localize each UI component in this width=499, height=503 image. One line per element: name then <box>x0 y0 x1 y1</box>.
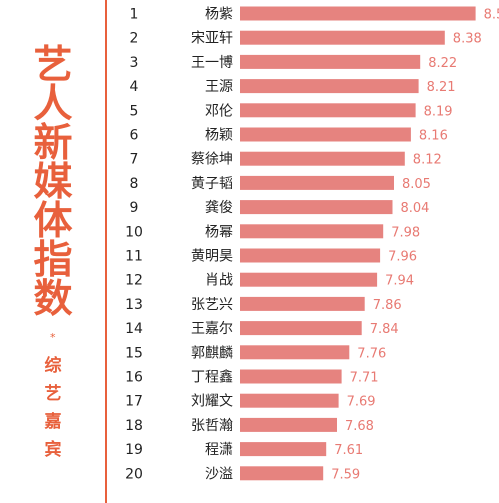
bar <box>240 54 421 69</box>
value-label: 7.69 <box>347 395 376 410</box>
category-label: 王源 <box>205 79 233 95</box>
value-label: 8.38 <box>453 32 482 47</box>
category-label: 张哲瀚 <box>191 418 233 434</box>
rank-label: 4 <box>130 79 139 95</box>
subtitle-char: 嘉 <box>44 412 62 432</box>
subtitle-char: 综 <box>44 356 62 376</box>
title-panel: 艺 人 新 媒 体 指 数 * 综 艺 嘉 宾 <box>0 0 106 503</box>
bar <box>240 248 381 263</box>
chart-subtitle: 综 艺 嘉 宾 <box>41 352 65 464</box>
bar <box>240 393 339 408</box>
rank-label: 9 <box>130 200 139 216</box>
value-label: 7.71 <box>350 371 379 386</box>
category-label: 王一博 <box>191 54 233 71</box>
rank-label: 14 <box>125 321 143 337</box>
category-label: 宋亚轩 <box>191 31 233 47</box>
title-char: 数 <box>33 277 73 322</box>
bar <box>240 79 419 94</box>
rank-label: 11 <box>125 249 143 265</box>
rank-label: 10 <box>125 224 143 240</box>
rank-label: 20 <box>125 466 143 482</box>
title-char: 新 <box>33 121 73 166</box>
rank-label: 6 <box>130 128 139 144</box>
category-label: 丁程鑫 <box>191 369 233 386</box>
category-label: 杨颖 <box>205 128 233 144</box>
value-label: 7.94 <box>385 274 414 289</box>
bar <box>240 224 384 239</box>
category-label: 刘耀文 <box>191 394 233 410</box>
value-label: 7.96 <box>388 250 417 265</box>
bar <box>240 345 350 360</box>
category-label: 肖战 <box>205 273 233 289</box>
rank-label: 1 <box>130 7 139 23</box>
category-label: 杨幂 <box>205 224 233 240</box>
bar <box>240 321 362 336</box>
bar-chart-svg: 1 杨紫 8.58 2 宋亚轩 8.38 3 王一博 8.22 4 王源 8.21 5 邓伦 8.19 6 杨颖… <box>125 6 499 482</box>
value-label: 8.05 <box>402 177 431 192</box>
title-char: 体 <box>33 199 73 244</box>
rank-label: 15 <box>125 345 143 361</box>
category-label: 黄子韬 <box>191 175 233 192</box>
rank-label: 16 <box>125 370 143 386</box>
category-label: 邓伦 <box>205 103 233 119</box>
value-label: 8.58 <box>484 8 499 23</box>
rank-label: 13 <box>125 297 143 313</box>
value-label: 7.86 <box>373 298 402 313</box>
rank-label: 17 <box>125 394 143 410</box>
bar <box>240 30 445 45</box>
value-label: 8.21 <box>427 80 456 95</box>
bar <box>240 369 342 384</box>
value-label: 7.61 <box>334 443 363 458</box>
rank-label: 2 <box>130 31 139 47</box>
value-label: 7.68 <box>345 419 374 434</box>
bar <box>240 103 416 118</box>
title-star: * <box>50 331 56 344</box>
value-label: 7.76 <box>357 346 386 361</box>
bar <box>240 6 476 21</box>
rank-label: 12 <box>125 273 143 289</box>
value-label: 7.59 <box>331 467 360 482</box>
value-label: 7.98 <box>391 225 420 240</box>
bar <box>240 272 378 287</box>
value-label: 8.22 <box>428 56 457 71</box>
rank-label: 8 <box>130 176 139 192</box>
bar-chart: 1 杨紫 8.58 2 宋亚轩 8.38 3 王一博 8.22 4 王源 8.21 5 邓伦 8.19 6 杨颖… <box>107 0 499 503</box>
bar <box>240 466 324 481</box>
title-char: 指 <box>33 238 73 283</box>
category-label: 沙溢 <box>205 466 233 482</box>
category-label: 张艺兴 <box>191 297 233 313</box>
category-label: 蔡徐坤 <box>191 152 233 168</box>
category-label: 程潇 <box>205 442 233 458</box>
bar <box>240 442 327 457</box>
bar <box>240 175 394 190</box>
bar <box>240 127 411 142</box>
rank-label: 19 <box>125 442 143 458</box>
title-char: 媒 <box>33 160 73 205</box>
value-label: 7.84 <box>370 322 399 337</box>
rank-label: 7 <box>130 152 139 168</box>
bar <box>240 296 365 311</box>
chart-title: 艺 人 新 媒 体 指 数 <box>28 46 78 319</box>
rank-label: 18 <box>125 418 143 434</box>
bar <box>240 417 337 432</box>
value-label: 8.16 <box>419 129 448 144</box>
category-label: 王嘉尔 <box>191 321 233 337</box>
category-label: 龚俊 <box>205 200 233 216</box>
category-label: 杨紫 <box>205 7 233 23</box>
rank-label: 3 <box>130 55 139 71</box>
vertical-divider <box>105 0 107 503</box>
value-label: 8.19 <box>424 104 453 119</box>
subtitle-char: 宾 <box>44 440 62 460</box>
value-label: 8.12 <box>413 153 442 168</box>
rank-label: 5 <box>130 103 139 119</box>
bar <box>240 200 393 215</box>
value-label: 8.04 <box>401 201 430 216</box>
subtitle-char: 艺 <box>44 384 62 404</box>
bar <box>240 151 405 166</box>
category-label: 郭麒麟 <box>191 344 233 361</box>
title-char: 人 <box>33 82 73 127</box>
category-label: 黄明昊 <box>191 248 233 265</box>
title-char: 艺 <box>33 43 73 88</box>
